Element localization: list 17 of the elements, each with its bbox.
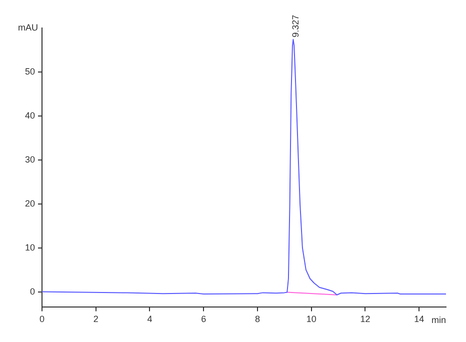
y-tick-label: 50 xyxy=(24,66,36,76)
x-tick-label: 4 xyxy=(147,314,152,324)
x-tick-label: 2 xyxy=(93,314,98,324)
x-tick-label: 8 xyxy=(254,314,260,324)
y-tick-label: 10 xyxy=(24,242,36,252)
y-tick-label: 40 xyxy=(24,110,36,120)
x-tick-label: 6 xyxy=(201,314,206,324)
y-tick-label: 30 xyxy=(24,154,36,164)
x-tick-label: 0 xyxy=(40,314,45,324)
x-tick-label: 14 xyxy=(414,314,424,324)
annotation: 9.327 xyxy=(290,14,301,38)
y-tick-label: 0 xyxy=(30,286,36,296)
y-axis-title: mAU xyxy=(18,22,38,32)
x-tick-label: 10 xyxy=(306,314,316,324)
x-tick-label: 12 xyxy=(360,314,370,324)
x-axis-title: min xyxy=(431,315,446,326)
y-tick-label: 20 xyxy=(24,198,36,208)
